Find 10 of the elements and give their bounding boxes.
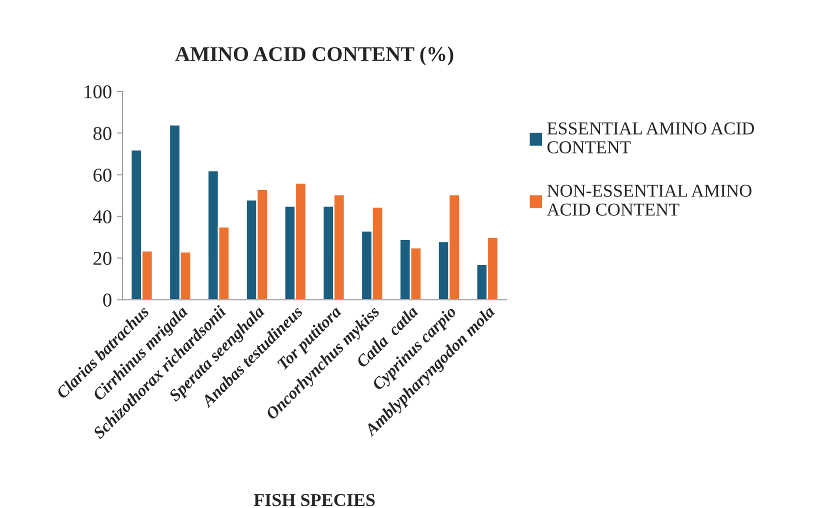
y-tick-label: 0 [103,294,112,307]
x-axis-title: FISH SPECIES [254,494,375,506]
y-tick-label: 60 [94,168,112,182]
chart-title: AMINO ACID CONTENT (%) [175,46,454,66]
legend-label: NON-ESSENTIAL AMINO ACID CONTENT [546,184,752,216]
y-tick-label: 40 [93,210,112,224]
y-tick-label: 80 [93,126,112,140]
legend-label: ESSENTIAL AMINO ACID CONTENT [547,122,754,154]
y-tick-label: 20 [94,252,112,265]
y-tick-label: 100 [84,85,112,98]
